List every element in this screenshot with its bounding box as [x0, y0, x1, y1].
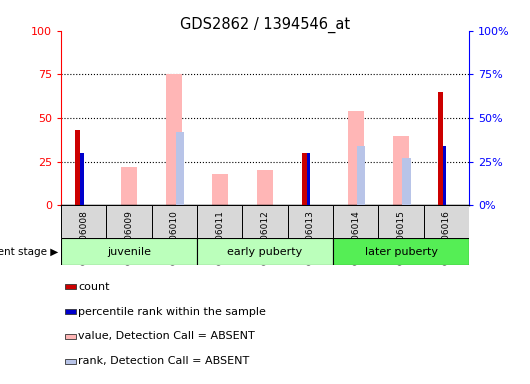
Bar [438, 92, 443, 205]
Bar [152, 205, 197, 238]
Bar [65, 284, 76, 289]
Text: development stage ▶: development stage ▶ [0, 247, 58, 257]
Bar [80, 153, 84, 205]
Bar [197, 205, 242, 238]
Text: percentile rank within the sample: percentile rank within the sample [78, 306, 266, 316]
Text: count: count [78, 281, 109, 291]
Text: GSM206009: GSM206009 [125, 210, 134, 265]
Bar [357, 146, 365, 205]
Bar [348, 111, 364, 205]
Bar [65, 334, 76, 339]
Bar [257, 170, 273, 205]
Bar [61, 205, 107, 238]
Text: GSM206008: GSM206008 [79, 210, 88, 265]
Text: GSM206013: GSM206013 [306, 210, 315, 265]
Bar [65, 359, 76, 364]
Bar [166, 74, 182, 205]
Text: GSM206011: GSM206011 [215, 210, 224, 265]
Text: GDS2862 / 1394546_at: GDS2862 / 1394546_at [180, 17, 350, 33]
Bar [121, 167, 137, 205]
Bar [333, 205, 378, 238]
Bar [65, 309, 76, 314]
Bar [378, 205, 423, 238]
Bar [75, 130, 80, 205]
Text: GSM206010: GSM206010 [170, 210, 179, 265]
Bar [333, 238, 469, 265]
Bar [288, 205, 333, 238]
Bar [423, 205, 469, 238]
Text: value, Detection Call = ABSENT: value, Detection Call = ABSENT [78, 331, 254, 341]
Text: juvenile: juvenile [107, 247, 151, 257]
Text: GSM206014: GSM206014 [351, 210, 360, 265]
Bar [107, 205, 152, 238]
Bar [302, 153, 307, 205]
Bar [242, 205, 288, 238]
Bar [197, 238, 333, 265]
Bar [443, 146, 446, 205]
Bar [211, 174, 227, 205]
Text: rank, Detection Call = ABSENT: rank, Detection Call = ABSENT [78, 356, 249, 366]
Bar [402, 158, 411, 205]
Text: GSM206015: GSM206015 [396, 210, 405, 265]
Text: GSM206012: GSM206012 [261, 210, 269, 265]
Text: early puberty: early puberty [227, 247, 303, 257]
Bar [393, 136, 409, 205]
Bar [61, 238, 197, 265]
Bar [175, 132, 184, 205]
Text: GSM206016: GSM206016 [442, 210, 451, 265]
Bar [307, 153, 311, 205]
Text: later puberty: later puberty [365, 247, 438, 257]
